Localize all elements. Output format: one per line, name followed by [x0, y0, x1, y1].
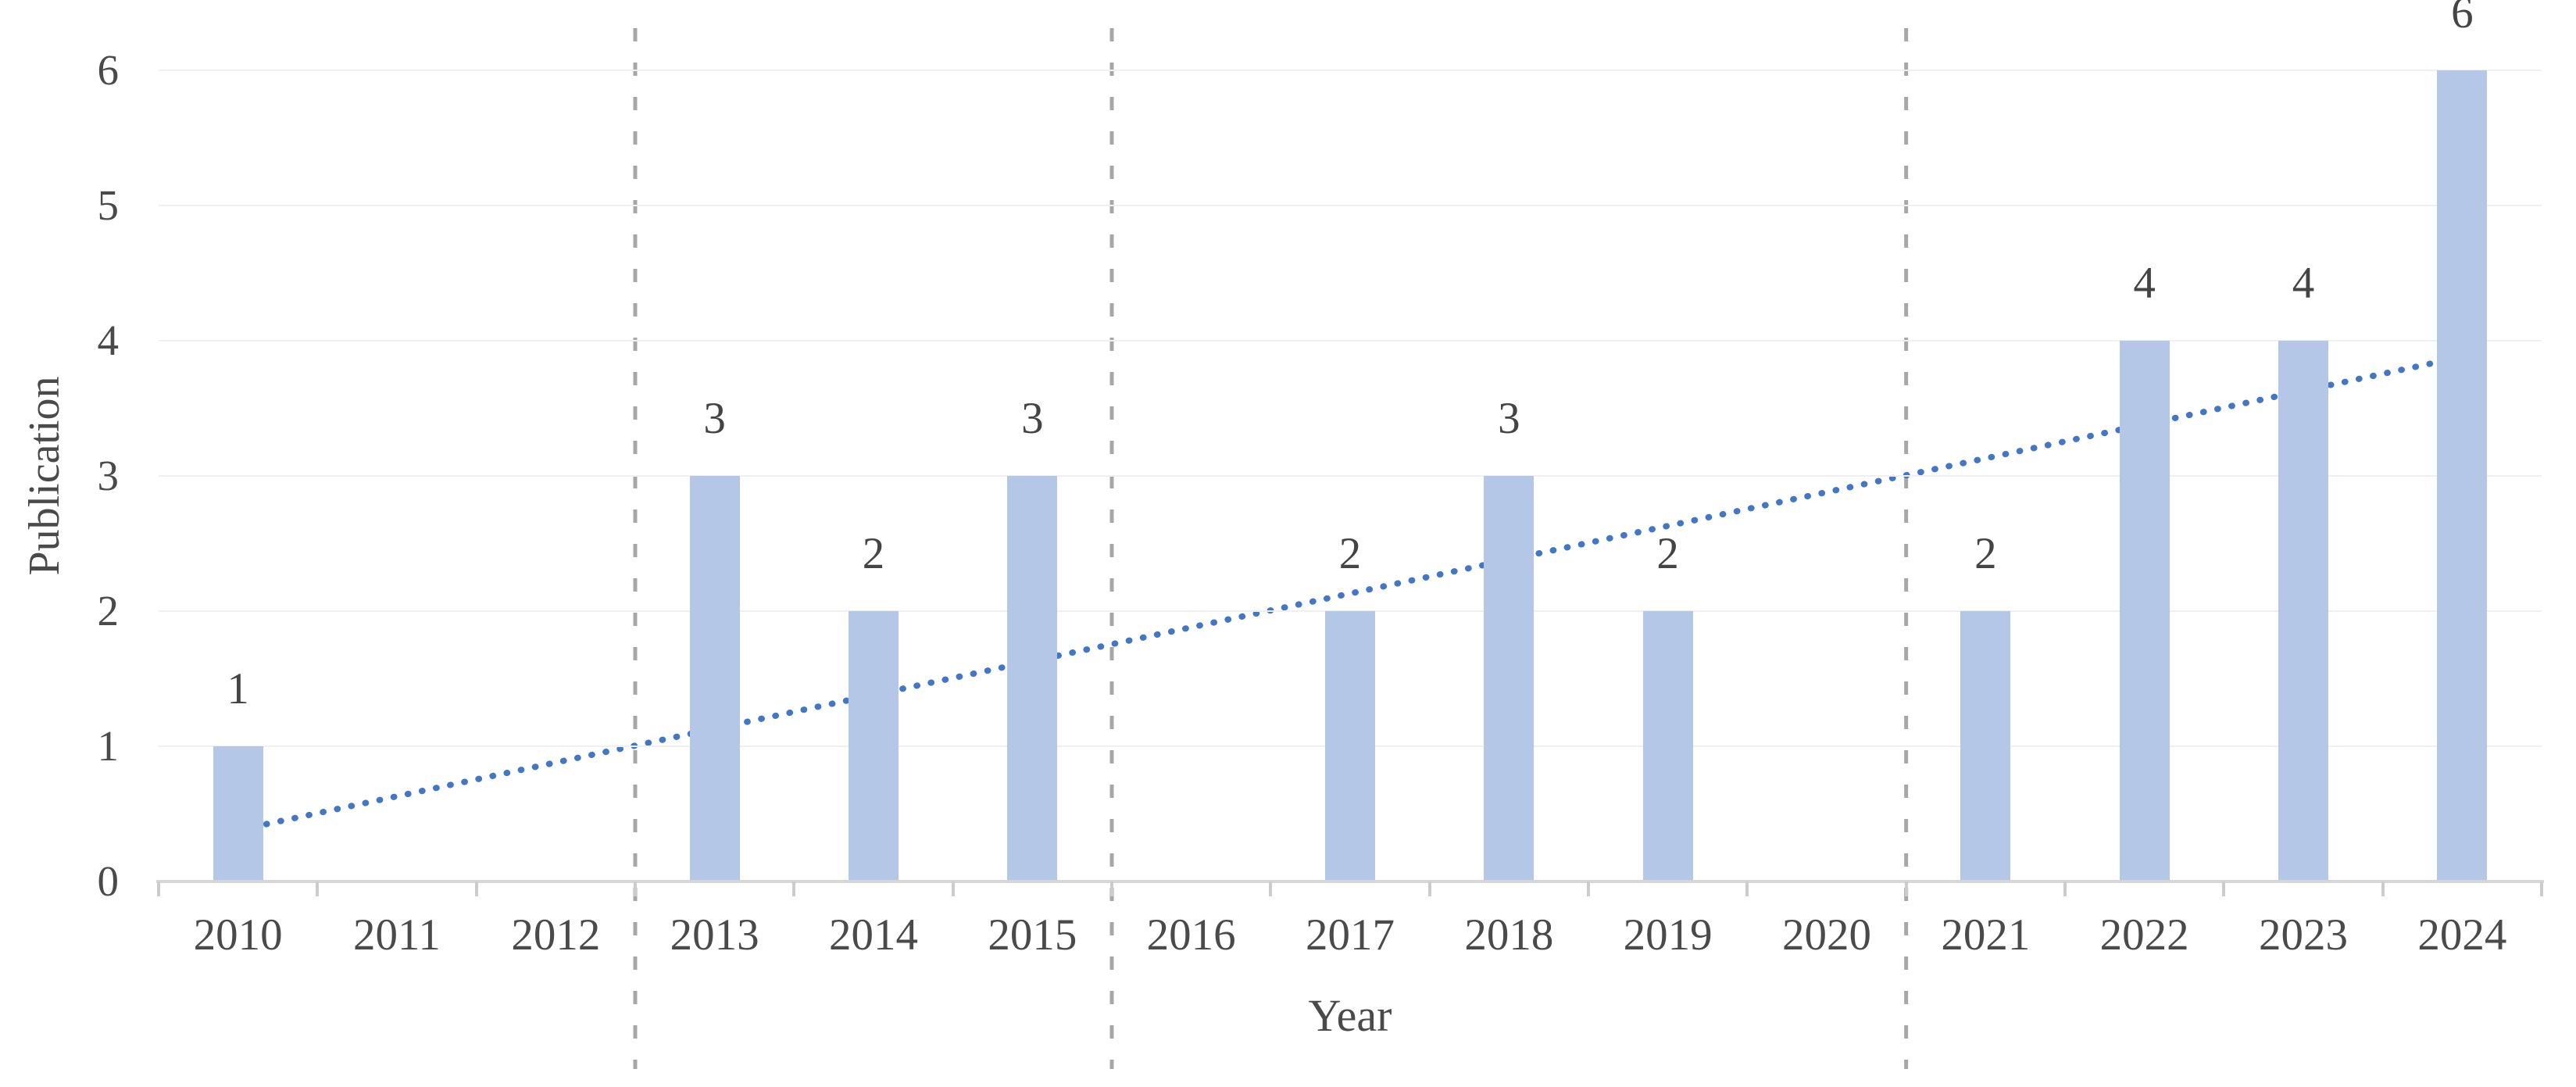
- bar-2019: [1642, 611, 1693, 880]
- x-tick-label-2018: 2018: [1464, 910, 1554, 960]
- bar-value-label-2013: 3: [703, 394, 726, 443]
- x-tick-label-2024: 2024: [2417, 910, 2507, 960]
- bar-2023: [2278, 341, 2328, 880]
- y-tick-label-3: 3: [97, 452, 120, 499]
- bar-value-label-2024: 6: [2451, 0, 2474, 38]
- x-axis-tick-12: [2063, 881, 2067, 896]
- gridline-y-5: [159, 205, 2542, 206]
- y-tick-label-4: 4: [97, 316, 120, 364]
- x-axis-tick-7: [1269, 881, 1273, 896]
- x-tick-label-2021: 2021: [1941, 910, 2031, 960]
- bar-value-label-2014: 2: [862, 529, 885, 578]
- bar-value-label-2023: 4: [2292, 259, 2315, 308]
- y-tick-label-2: 2: [97, 587, 120, 635]
- bar-2014: [849, 611, 899, 880]
- bar-value-label-2018: 3: [1498, 394, 1520, 443]
- y-tick-label-6: 6: [97, 46, 120, 94]
- x-tick-label-2011: 2011: [353, 910, 441, 960]
- y-tick-label-5: 5: [97, 181, 120, 229]
- x-tick-label-2020: 2020: [1781, 910, 1871, 960]
- gridline-y-4: [159, 340, 2542, 341]
- bar-2021: [1960, 611, 2011, 880]
- x-axis-tick-5: [951, 881, 955, 896]
- x-tick-label-2015: 2015: [988, 910, 1077, 960]
- x-axis-tick-2: [474, 881, 478, 896]
- x-axis-tick-15: [2540, 881, 2543, 896]
- x-axis-tick-13: [2222, 881, 2226, 896]
- bar-2010: [213, 746, 263, 880]
- x-tick-label-2016: 2016: [1146, 910, 1236, 960]
- x-axis-tick-0: [157, 881, 160, 896]
- gridline-y-6: [159, 70, 2542, 71]
- bar-value-label-2015: 3: [1021, 394, 1044, 443]
- x-axis-tick-6: [1110, 881, 1113, 896]
- x-axis-tick-1: [316, 881, 320, 896]
- x-tick-label-2023: 2023: [2258, 910, 2348, 960]
- x-tick-label-2013: 2013: [670, 910, 759, 960]
- x-axis-tick-3: [634, 881, 637, 896]
- bar-value-label-2017: 2: [1338, 529, 1362, 578]
- x-tick-label-2017: 2017: [1305, 910, 1395, 960]
- y-tick-label-0: 0: [97, 857, 120, 905]
- bar-2022: [2119, 341, 2170, 880]
- x-tick-label-2012: 2012: [511, 910, 601, 960]
- x-tick-label-2022: 2022: [2099, 910, 2189, 960]
- x-axis-tick-8: [1427, 881, 1431, 896]
- bar-2015: [1007, 476, 1058, 880]
- gridline-y-3: [159, 475, 2542, 477]
- x-axis-tick-11: [1904, 881, 1908, 896]
- x-axis-tick-4: [792, 881, 796, 896]
- x-tick-label-2014: 2014: [828, 910, 918, 960]
- bar-value-label-2010: 1: [227, 664, 249, 713]
- bar-2013: [689, 476, 740, 880]
- bar-2017: [1325, 611, 1375, 880]
- bar-2024: [2437, 70, 2488, 880]
- bar-value-label-2022: 4: [2133, 259, 2156, 308]
- bar-2018: [1484, 476, 1535, 880]
- x-tick-label-2010: 2010: [193, 910, 283, 960]
- x-axis-tick-9: [1587, 881, 1590, 896]
- x-axis-line: [156, 880, 2544, 883]
- x-axis-tick-10: [1745, 881, 1749, 896]
- y-tick-label-1: 1: [97, 722, 120, 770]
- x-tick-label-2019: 2019: [1623, 910, 1713, 960]
- x-axis-title: Year: [1308, 990, 1392, 1041]
- bar-value-label-2019: 2: [1656, 529, 1679, 578]
- x-axis-tick-14: [2381, 881, 2385, 896]
- bar-value-label-2021: 2: [1974, 529, 1997, 578]
